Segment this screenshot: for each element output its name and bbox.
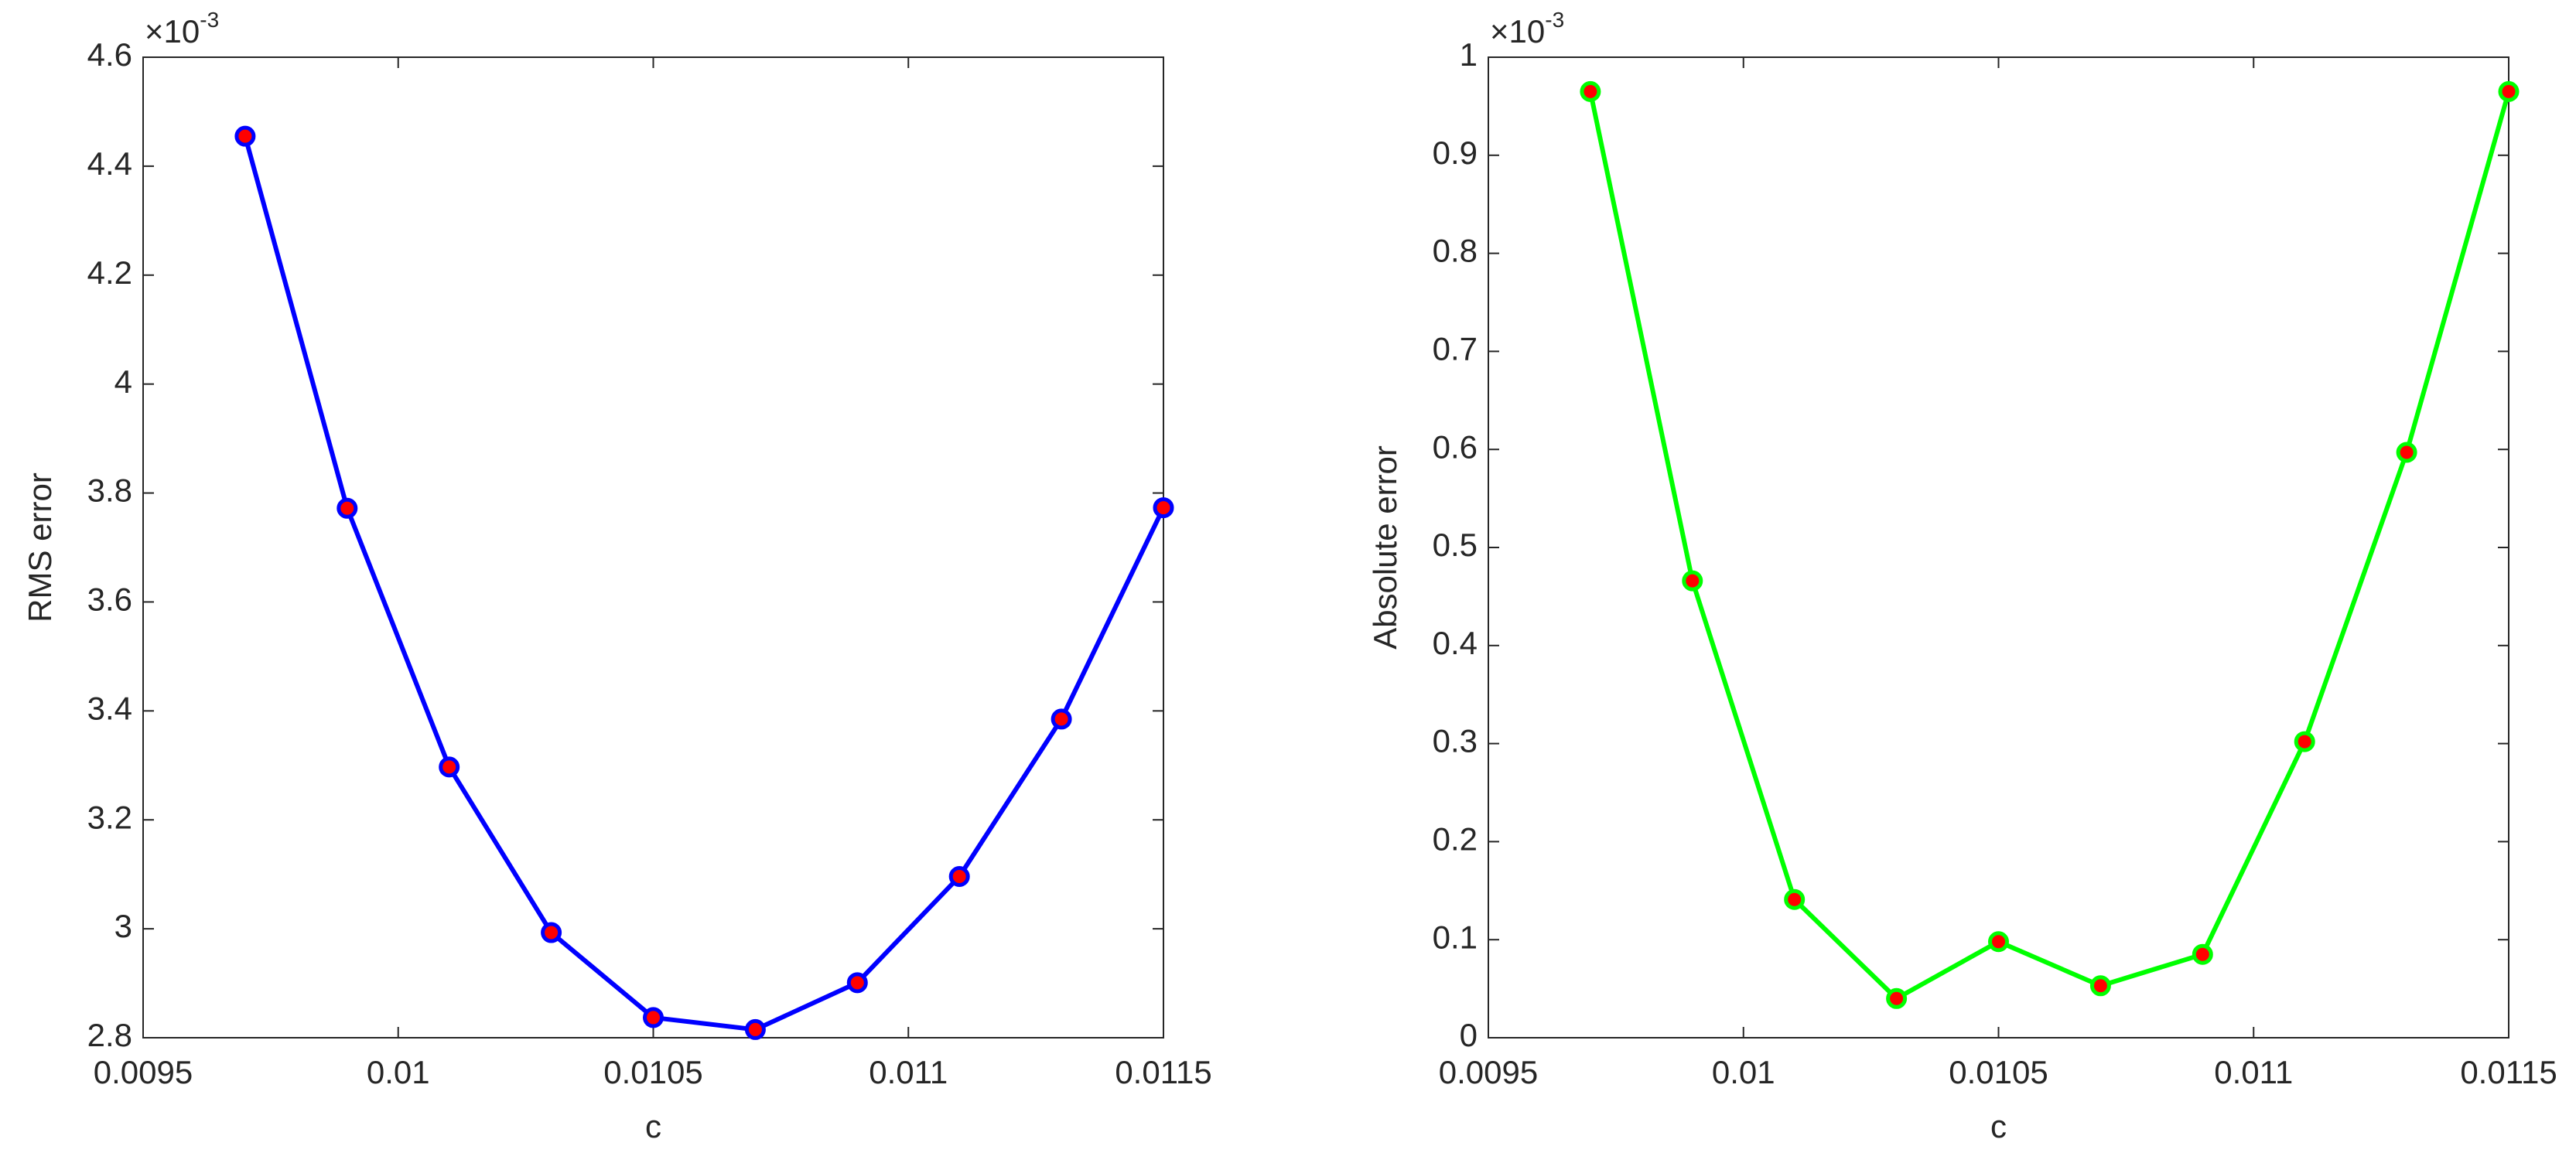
- x-tick-label: 0.0095: [94, 1054, 193, 1090]
- axes-box: [142, 56, 1164, 1039]
- marker: [1580, 80, 1601, 102]
- y-tick-label: 3.2: [87, 799, 132, 835]
- y-tick-label: 0.9: [1433, 135, 1478, 171]
- y-tick-label: 4.4: [87, 145, 132, 182]
- series-line: [243, 135, 1166, 1032]
- axes-box: [1488, 56, 2509, 1039]
- marker: [744, 1018, 766, 1040]
- multiplier-base: ×10: [145, 13, 200, 49]
- multiplier-base: ×10: [1490, 13, 1545, 49]
- marker: [541, 922, 562, 943]
- y-axis-label: RMS error: [22, 472, 58, 622]
- x-tick-label: 0.0105: [603, 1054, 702, 1090]
- multiplier-exponent: -3: [200, 8, 219, 32]
- y-tick-label: 3.6: [87, 582, 132, 618]
- y-tick-label: 0.1: [1433, 919, 1478, 955]
- marker: [2294, 731, 2315, 752]
- marker: [1988, 931, 2009, 953]
- chart: 2.8 3 3.2 3.4 3.6 3.8 4 4.2 4.4 4.6 0.0095 0.01 0.01…: [22, 8, 1212, 1144]
- y-tick-label: 0.5: [1433, 527, 1478, 563]
- y-tick-label: 4.6: [87, 36, 132, 73]
- y-tick-label: 0.2: [1433, 820, 1478, 857]
- marker: [846, 972, 868, 994]
- y-multiplier: ×10-3: [1490, 8, 1564, 49]
- marker: [2089, 975, 2111, 997]
- y-tick-label: 0: [1460, 1017, 1478, 1053]
- y-tick-label: 2.8: [87, 1017, 132, 1053]
- marker: [2192, 943, 2213, 965]
- marker: [2498, 80, 2520, 102]
- x-tick-label: 0.01: [367, 1054, 430, 1090]
- y-tick-label: 4.2: [87, 254, 132, 291]
- y-tick-label: 0.3: [1433, 723, 1478, 759]
- x-axis-label: c: [645, 1108, 661, 1144]
- plot-area: [1488, 57, 2509, 1038]
- y-tick-label: 0.8: [1433, 233, 1478, 269]
- y-tick-label: 3: [114, 908, 132, 944]
- y-tick-label: 3.8: [87, 472, 132, 509]
- marker: [439, 756, 460, 778]
- x-tick-label: 0.0115: [2460, 1054, 2557, 1090]
- y-tick-label: 0.4: [1433, 625, 1478, 661]
- marker: [2396, 442, 2417, 463]
- x-tick-label: 0.0105: [1949, 1054, 2048, 1090]
- y-multiplier: ×10-3: [145, 8, 219, 49]
- x-tick-label: 0.0115: [1115, 1054, 1211, 1090]
- x-tick-label: 0.011: [2214, 1054, 2293, 1090]
- marker: [1784, 888, 1806, 910]
- marker: [643, 1007, 664, 1028]
- plot-area: [143, 57, 1163, 1038]
- chart: 00.10.20.30.40.50.60.70.80.910.0095 0.01 0…: [1367, 8, 2557, 1144]
- y-tick-label: 1: [1460, 36, 1478, 73]
- y-tick-label: 3.4: [87, 690, 132, 726]
- marker: [1682, 570, 1703, 592]
- marker: [948, 865, 970, 887]
- multiplier-exponent: -3: [1545, 8, 1564, 32]
- x-tick-label: 0.011: [869, 1054, 948, 1090]
- y-tick-label: 0.6: [1433, 428, 1478, 465]
- marker: [1051, 708, 1072, 730]
- series-line: [1587, 90, 2511, 1001]
- y-tick-label: 0.7: [1433, 330, 1478, 367]
- y-tick-label: 4: [114, 363, 132, 400]
- marker: [1886, 987, 1908, 1009]
- marker: [234, 125, 256, 147]
- x-tick-label: 0.01: [1712, 1054, 1775, 1090]
- x-axis-label: c: [1990, 1108, 2007, 1144]
- marker: [1153, 497, 1174, 519]
- y-axis-label: Absolute error: [1367, 445, 1403, 650]
- x-tick-label: 0.0095: [1439, 1054, 1538, 1090]
- marker: [337, 497, 358, 519]
